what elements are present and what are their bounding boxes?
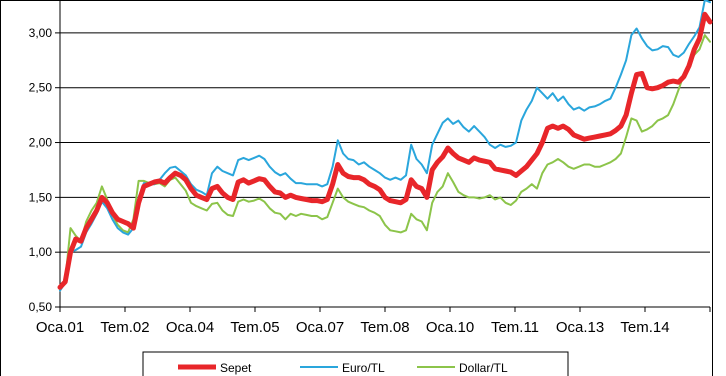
series-line-sepet <box>57 11 713 290</box>
x-tick-label: Oca.07 <box>296 319 344 336</box>
y-tick-label: 1,00 <box>29 245 53 259</box>
legend-box <box>142 351 569 376</box>
y-tick-label: 2,00 <box>29 136 53 150</box>
y-tick-label: 0,50 <box>29 300 53 314</box>
legend: Sepet Euro/TL Dollar/TL <box>142 351 569 376</box>
gridlines <box>60 32 710 253</box>
y-tick-label: 3,00 <box>29 26 53 40</box>
x-tick-label: Tem.11 <box>491 319 539 336</box>
y-axis: 0,50 1,00 1,50 2,00 2,50 3,00 <box>29 26 60 314</box>
x-tick-label: Oca.01 <box>36 319 84 336</box>
x-axis: Oca.01 Tem.02 Oca.04 Tem.05 Oca.07 Tem.08 Oca.… <box>36 307 711 336</box>
series-line-euro-tl <box>59 0 711 292</box>
x-tick-label: Tem.14 <box>620 319 669 336</box>
x-tick-label: Tem.08 <box>360 319 409 336</box>
x-tick-label: Oca.13 <box>556 319 604 336</box>
y-tick-label: 2,50 <box>29 81 53 95</box>
x-tick-label: Oca.04 <box>166 319 214 336</box>
x-tick-label: Tem.05 <box>230 319 279 336</box>
legend-label: Sepet <box>220 361 252 375</box>
x-tick-label: Oca.10 <box>426 319 474 336</box>
series-line-dollar-tl <box>59 34 711 291</box>
series-lines <box>57 0 713 292</box>
x-tick-label: Tem.02 <box>100 319 149 336</box>
y-tick-label: 1,50 <box>29 190 53 204</box>
legend-label: Dollar/TL <box>459 361 508 375</box>
legend-label: Euro/TL <box>342 361 385 375</box>
